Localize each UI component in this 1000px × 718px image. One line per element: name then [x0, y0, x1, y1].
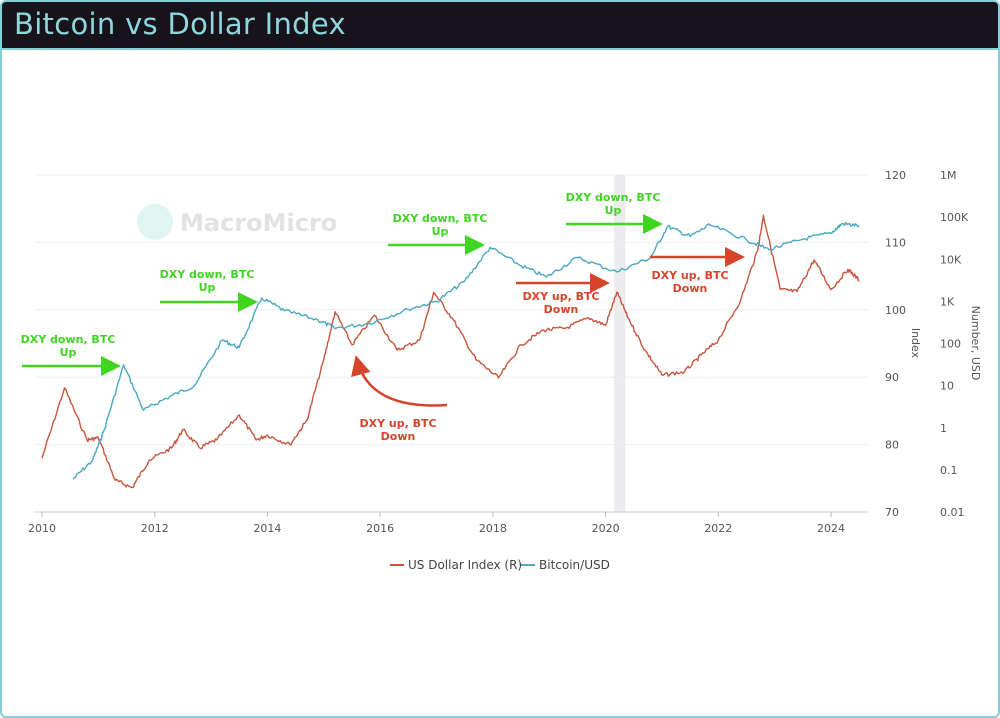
x-axis-tick: 2014 [253, 522, 281, 535]
right-axis-tick: 0.1 [940, 464, 958, 477]
left-axis-tick: 70 [885, 506, 899, 519]
annotation-text: Down [381, 430, 416, 443]
x-axis-tick: 2022 [704, 522, 732, 535]
annotation-text: DXY up, BTC [651, 269, 728, 282]
left-axis-tick: 100 [885, 304, 906, 317]
right-axis-tick: 10K [940, 253, 962, 266]
x-axis-tick: 2024 [817, 522, 845, 535]
annotation-text: Up [432, 225, 449, 238]
annotation-text: DXY up, BTC [522, 290, 599, 303]
annotation-text: DXY down, BTC [566, 191, 661, 204]
legend-item: Bitcoin/USD [539, 558, 610, 572]
x-axis-tick: 2018 [479, 522, 507, 535]
right-axis-tick: 100 [940, 338, 961, 351]
annotation-text: Up [199, 281, 216, 294]
left-axis-tick: 120 [885, 169, 906, 182]
right-axis-tick: 0.01 [940, 506, 965, 519]
right-axis-tick: 100K [940, 211, 969, 224]
annotation-text: DXY down, BTC [393, 212, 488, 225]
x-axis-tick: 2012 [141, 522, 169, 535]
annotation-arrow [351, 355, 448, 407]
right-axis-tick: 1K [940, 295, 955, 308]
right-axis-tick: 10 [940, 380, 954, 393]
left-axis-label: Index [909, 328, 922, 359]
watermark: MacroMicro [180, 209, 337, 237]
page-title: Bitcoin vs Dollar Index [14, 7, 346, 41]
watermark-logo [137, 204, 173, 240]
series-dxy-line [41, 214, 860, 489]
left-axis-tick: 110 [885, 236, 906, 249]
annotation-text: Down [544, 303, 579, 316]
annotation-text: DXY up, BTC [359, 417, 436, 430]
left-axis-tick: 90 [885, 371, 899, 384]
series-btc-line [72, 221, 860, 480]
x-axis-tick: 2020 [592, 522, 620, 535]
right-axis-label: Number, USD [969, 306, 982, 381]
annotation-text: DXY down, BTC [21, 333, 116, 346]
right-axis-tick: 1 [940, 422, 947, 435]
left-axis-tick: 80 [885, 439, 899, 452]
shaded-period [614, 175, 626, 512]
header-bar: Bitcoin vs Dollar Index [2, 2, 998, 50]
annotation-text: Down [673, 282, 708, 295]
annotation-text: Up [605, 204, 622, 217]
legend-item: US Dollar Index (R) [408, 558, 522, 572]
right-axis-tick: 1M [940, 169, 957, 182]
x-axis-tick: 2010 [28, 522, 56, 535]
x-axis-tick: 2016 [366, 522, 394, 535]
annotation-text: Up [60, 346, 77, 359]
annotation-text: DXY down, BTC [160, 268, 255, 281]
